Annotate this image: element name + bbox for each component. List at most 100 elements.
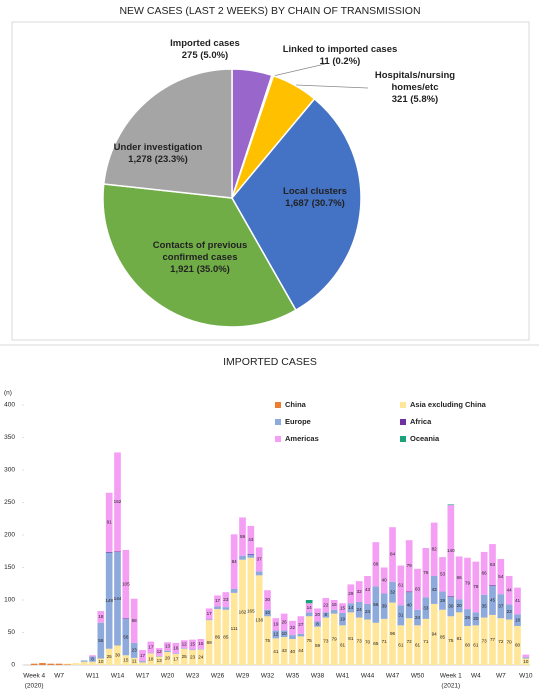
data-label: 30 — [115, 652, 121, 657]
bar-segment — [122, 618, 130, 619]
x-tick-label: W17 — [136, 673, 150, 680]
slice-name: Under investigation — [113, 142, 203, 153]
pie-slice — [231, 97, 362, 312]
bar-segment — [64, 664, 71, 665]
bar-segment — [97, 658, 105, 665]
bar-segment — [480, 594, 488, 618]
bar-segment — [372, 542, 380, 587]
bar-segment — [289, 639, 296, 665]
slice-value: 1,687 (30.7%) — [285, 198, 345, 209]
x-tick-label: W41 — [336, 673, 350, 680]
bar-segment — [480, 617, 488, 665]
slice-label: Hospitals/nursing homes/etc 321 (5.8%) — [360, 70, 470, 106]
data-label: 10 — [265, 610, 271, 615]
data-label: 33 — [423, 605, 429, 610]
data-label: 138 — [255, 617, 263, 622]
bar-segment — [330, 609, 338, 614]
y-tick-label: 400 — [4, 402, 15, 409]
data-label: 94 — [432, 632, 438, 637]
bar-segment — [497, 594, 505, 619]
data-label: 56 — [123, 634, 129, 639]
data-label: 60 — [465, 643, 471, 648]
bar-segment — [222, 607, 230, 610]
x-tick-label: W11 — [86, 673, 99, 680]
data-label: 18 — [148, 656, 154, 661]
data-label: 22 — [323, 602, 329, 607]
bar-segment — [280, 613, 288, 631]
slice-label: Under investigation 1,278 (23.3%) — [98, 142, 218, 166]
bar-segment — [255, 575, 263, 665]
bar-segment — [205, 620, 213, 665]
data-label: 43 — [432, 587, 438, 592]
bar-segment — [105, 551, 113, 553]
bar-segment — [230, 534, 238, 589]
bar-segment — [239, 559, 246, 665]
data-label: 15 — [123, 657, 129, 662]
data-label: 54 — [498, 574, 504, 579]
data-label: 26 — [465, 615, 471, 620]
slice-value: 1,921 (35.0%) — [170, 264, 230, 275]
data-label: 20 — [473, 616, 479, 621]
bar-segment — [247, 553, 255, 555]
bar-segment — [339, 613, 346, 626]
data-label: 96 — [390, 631, 396, 636]
data-label: 29 — [348, 591, 354, 596]
x-tick-label: W7 — [54, 673, 64, 680]
data-label: 66 — [457, 575, 463, 580]
bar-segment — [114, 452, 121, 552]
bar-segment — [464, 557, 471, 610]
bar-segment — [472, 625, 480, 665]
bar-segment — [389, 527, 396, 582]
bar-segment — [522, 658, 530, 665]
x-tick-label: W14 — [111, 673, 125, 680]
bar-segment — [97, 611, 105, 623]
legend-label: China — [285, 400, 307, 409]
bar-segment — [439, 591, 446, 610]
data-label: 105 — [122, 581, 130, 586]
bar-segment — [222, 592, 230, 608]
bar-segment — [255, 571, 263, 576]
bar-segment — [497, 618, 505, 665]
bar-segment — [514, 587, 521, 615]
bar-segment — [522, 654, 530, 658]
data-label: 68 — [373, 561, 379, 566]
data-label: 17 — [215, 598, 221, 603]
bar-segment — [422, 548, 430, 598]
data-label: 41 — [515, 598, 521, 603]
data-label: 35 — [482, 603, 488, 608]
slice-name: Imported cases — [170, 38, 240, 49]
bar-segment — [130, 598, 138, 643]
bar-segment — [139, 662, 146, 665]
slice-label: Local clusters 1,687 (30.7%) — [260, 186, 370, 210]
slice-label: Contacts of previous confirmed cases 1,92… — [140, 240, 260, 276]
chart-title: IMPORTED CASES — [223, 356, 317, 368]
legend-label: Americas — [285, 434, 319, 443]
bar-segment — [339, 603, 346, 613]
data-label: 72 — [498, 639, 504, 644]
bar-segment — [355, 601, 363, 618]
bar-segment — [122, 618, 130, 656]
bar-segment — [105, 492, 113, 552]
bar-segment — [197, 649, 205, 665]
data-label: 76 — [423, 570, 429, 575]
data-label: 11 — [132, 659, 137, 664]
pie-slice — [102, 68, 233, 199]
x-tick-label: W38 — [311, 673, 325, 680]
data-label: 85 — [440, 635, 446, 640]
bar-segment — [505, 604, 513, 620]
data-label: 70 — [365, 639, 371, 644]
data-label: 61 — [340, 642, 346, 647]
bar-segment — [272, 630, 280, 639]
bar-segment — [205, 608, 213, 620]
data-label: 17 — [140, 653, 146, 658]
slice-name: Hospitals/nursing homes/etc — [374, 70, 456, 93]
bar-segment — [155, 656, 163, 665]
y-tick-label: 100 — [4, 597, 15, 604]
data-label: 81 — [348, 636, 354, 641]
data-label: 63 — [415, 586, 421, 591]
bar-segment — [322, 617, 330, 665]
y-tick-label: 150 — [4, 564, 15, 571]
x-tick-label: W32 — [261, 673, 275, 680]
data-label: 18 — [98, 614, 104, 619]
bar-segment — [514, 626, 521, 665]
